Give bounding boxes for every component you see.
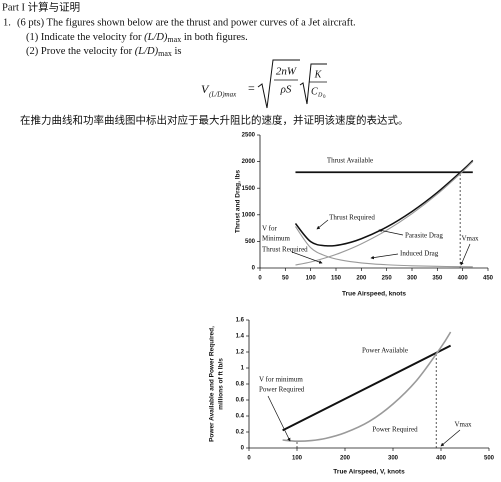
- y-tick-label: 1000: [242, 212, 256, 218]
- formula-k: K: [314, 69, 323, 80]
- formula: V (L/D)max = 2nW ρS K C D 0: [201, 59, 327, 109]
- chart: 0 500 1000 1500 2000 2500 0 50 100 150 200 250 300 35…: [235, 133, 494, 298]
- annotation-arrow: [370, 253, 399, 260]
- series-label: Power Required: [372, 426, 418, 434]
- annotation: Power Required: [259, 386, 305, 394]
- part-2: (2) Prove the velocity for (L/D)max is: [26, 46, 182, 59]
- series-label: Induced Drag: [400, 250, 439, 258]
- question-text: (6 pts) The figures shown below are the …: [17, 17, 356, 28]
- y-tick-label: 0: [241, 446, 245, 452]
- x-tick-label: 500: [484, 456, 495, 462]
- chart: 0 0.2 0.4 0.6 0.8 1 1.2 1.4 1.6 0 100 200 300 400 500 T…: [209, 318, 495, 476]
- x-tick-label: 100: [292, 456, 303, 462]
- part-1: (1) Indicate the velocity for (L/D)max i…: [26, 32, 248, 45]
- part-2-tail: is: [175, 46, 182, 57]
- annotation-arrow: [291, 251, 323, 264]
- y-tick-label: 2500: [242, 133, 256, 139]
- annotation: V for minimum: [259, 376, 303, 384]
- formula-denominator: ρS: [280, 84, 292, 96]
- annotation: V for: [262, 225, 278, 233]
- part-1-sub: max: [167, 35, 181, 44]
- part-2-math: (L/D): [135, 46, 159, 57]
- radical: [299, 63, 327, 105]
- x-tick-label: 250: [382, 276, 393, 282]
- formula-cd: C: [311, 86, 318, 97]
- x-tick-label: 200: [340, 456, 351, 462]
- series-line: [282, 344, 452, 432]
- annotation-arrow: [460, 243, 471, 266]
- part-1-lead: (1) Indicate the velocity for: [26, 32, 142, 43]
- y-tick-label: 0.6: [236, 398, 245, 404]
- x-tick-label: 50: [282, 276, 289, 282]
- annotation: Vmax: [454, 421, 472, 429]
- part-2-lead: (2) Prove the velocity for: [26, 46, 133, 57]
- series-line: [295, 161, 474, 266]
- y-tick-label: 1: [241, 366, 245, 372]
- series-label: Thrust Required: [329, 214, 375, 222]
- x-tick-label: 350: [432, 276, 443, 282]
- y-axis-label: millions of ft lb/s: [218, 358, 225, 410]
- x-tick-label: 450: [483, 276, 494, 282]
- y-tick-label: 0.8: [236, 382, 245, 388]
- formula-cd-sub: D: [317, 92, 323, 98]
- instruction: 在推力曲线和功率曲线图中标出对应于最大升阻比的速度，并证明该速度的表达式。: [20, 113, 409, 126]
- y-tick-label: 1500: [242, 186, 256, 192]
- x-axis-label: True Airspeed, V, knots: [333, 469, 405, 476]
- x-tick-label: 0: [247, 456, 251, 462]
- part-2-sub: max: [158, 49, 172, 58]
- part-1-tail: in both figures.: [184, 32, 248, 43]
- x-axis-label: True Airspeed, knots: [342, 291, 406, 298]
- y-tick-label: 0.2: [236, 430, 245, 436]
- annotation-arrow: [316, 219, 329, 230]
- series-label: Parasite Drag: [405, 232, 443, 240]
- x-tick-label: 300: [388, 456, 399, 462]
- series-line: [282, 331, 452, 443]
- y-tick-label: 0.4: [236, 414, 245, 420]
- series-line: [294, 159, 474, 247]
- annotation-arrow: [440, 429, 461, 447]
- x-tick-label: 400: [458, 276, 469, 282]
- y-axis-label: Power Available and Power Required,: [209, 326, 216, 442]
- y-tick-label: 1.4: [236, 334, 245, 340]
- x-tick-label: 200: [356, 276, 367, 282]
- y-tick-label: 500: [245, 239, 256, 245]
- formula-equals: =: [248, 81, 255, 95]
- formula-cd-subsub: 0: [323, 95, 326, 100]
- header: Part I 计算与证明: [2, 0, 80, 13]
- formula-lhs-sub: (L/D)max: [209, 91, 237, 99]
- y-tick-label: 0: [252, 266, 256, 272]
- annotation: Vmax: [461, 235, 479, 243]
- formula-lhs: V: [201, 82, 210, 96]
- series-label: Power Available: [362, 347, 408, 355]
- question-number: 1.: [3, 17, 11, 28]
- radical: [257, 59, 300, 109]
- part-1-math: (L/D): [144, 32, 168, 43]
- annotation: Thrust Required: [262, 246, 308, 254]
- y-tick-label: 1.6: [236, 318, 245, 324]
- annotation: Minimum: [262, 235, 291, 243]
- x-tick-label: 300: [407, 276, 418, 282]
- annotation-arrow: [267, 395, 291, 442]
- x-tick-label: 0: [258, 276, 262, 282]
- formula-numerator: 2nW: [276, 66, 297, 78]
- x-tick-label: 150: [331, 276, 342, 282]
- y-tick-label: 1.2: [236, 350, 245, 356]
- x-tick-label: 100: [306, 276, 317, 282]
- series-label: Thrust Available: [327, 157, 373, 165]
- y-tick-label: 2000: [242, 159, 256, 165]
- annotation-arrow: [378, 228, 404, 236]
- x-tick-label: 400: [436, 456, 447, 462]
- series-line: [295, 226, 473, 268]
- y-axis-label: Thrust and Drag, lbs: [235, 170, 242, 234]
